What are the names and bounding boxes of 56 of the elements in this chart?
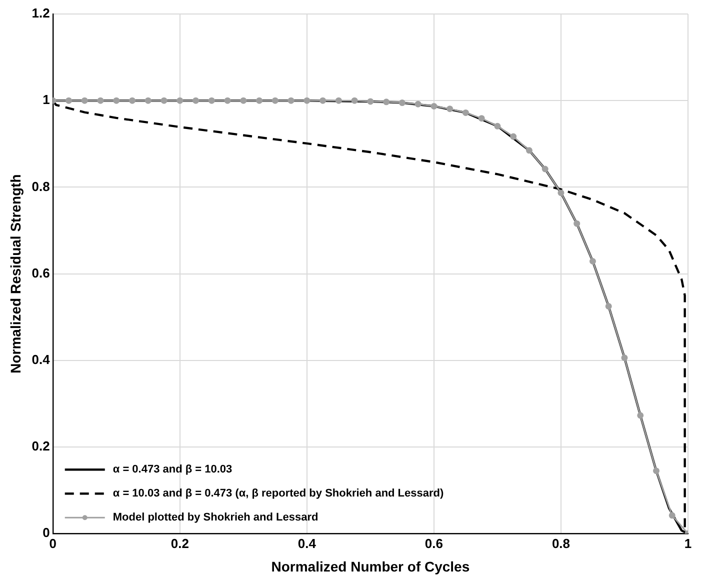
point bbox=[574, 220, 580, 227]
x-tick-label: 1 bbox=[684, 536, 692, 551]
y-tick-label: 0.6 bbox=[32, 265, 50, 280]
y-tick-label: 1 bbox=[42, 92, 50, 108]
point bbox=[668, 512, 676, 519]
y-tick-label: 0 bbox=[42, 525, 50, 540]
point bbox=[304, 97, 310, 104]
point bbox=[478, 115, 485, 122]
point bbox=[446, 106, 454, 112]
x-tick-label: 0.8 bbox=[552, 536, 570, 551]
x-axis-title: Normalized Number of Cycles bbox=[271, 558, 470, 574]
point bbox=[160, 97, 168, 104]
point bbox=[605, 303, 612, 310]
legend-label: Model plotted by Shokrieh and Lessard bbox=[112, 512, 318, 524]
legend-label: α = 0.473 and β = 10.03 bbox=[112, 464, 232, 476]
point bbox=[621, 354, 628, 362]
point bbox=[256, 97, 263, 104]
point bbox=[383, 98, 390, 106]
point bbox=[637, 412, 644, 419]
point bbox=[526, 147, 532, 154]
point bbox=[208, 97, 215, 104]
y-tick-label: 1.2 bbox=[32, 6, 50, 21]
y-tick-label: 0.2 bbox=[32, 438, 50, 454]
point bbox=[113, 97, 120, 104]
point bbox=[66, 97, 72, 104]
point bbox=[176, 97, 184, 104]
point bbox=[129, 97, 136, 104]
y-tick-label: 0.8 bbox=[32, 178, 50, 194]
point bbox=[414, 100, 422, 108]
x-tick-label: 0.2 bbox=[170, 536, 189, 551]
point bbox=[494, 122, 501, 130]
point bbox=[558, 190, 564, 196]
point bbox=[144, 97, 152, 104]
point bbox=[542, 166, 548, 172]
point bbox=[430, 102, 438, 110]
x-tick-label: 0.4 bbox=[298, 536, 317, 551]
y-axis-title: Normalized Residual Strength bbox=[7, 174, 24, 374]
point bbox=[652, 468, 660, 474]
point bbox=[351, 97, 358, 104]
legend-label: α = 10.03 and β = 0.473 (α, β reported by Shokrieh and Lessard) bbox=[112, 488, 444, 500]
point bbox=[240, 97, 247, 104]
point bbox=[510, 133, 517, 140]
point bbox=[81, 97, 88, 104]
point bbox=[335, 97, 342, 104]
point bbox=[272, 97, 278, 104]
point bbox=[398, 100, 406, 106]
y-tick-label: 0.4 bbox=[32, 352, 51, 367]
point bbox=[288, 97, 294, 104]
x-tick-label: 0.6 bbox=[424, 536, 443, 551]
point bbox=[97, 97, 104, 104]
point bbox=[462, 109, 469, 116]
point bbox=[192, 97, 200, 104]
point bbox=[367, 98, 374, 105]
point bbox=[320, 97, 326, 104]
point bbox=[224, 97, 231, 104]
point bbox=[589, 258, 596, 264]
